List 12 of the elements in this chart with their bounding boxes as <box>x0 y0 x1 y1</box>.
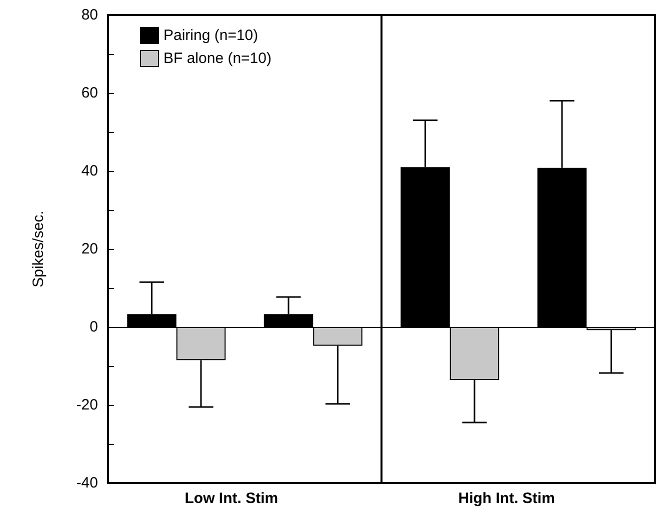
y-tick-label: 80 <box>81 6 98 24</box>
legend-label: Pairing (n=10) <box>164 27 258 44</box>
y-tick-label: -40 <box>76 474 98 492</box>
y-tick-label: -20 <box>76 396 98 414</box>
text: Low Int. Stim <box>184 490 278 507</box>
y-tick-label: 60 <box>81 84 98 102</box>
y-tick-label: 0 <box>90 318 98 336</box>
text: High Int. Stim <box>458 490 555 507</box>
y-axis-title: Spikes/sec. <box>30 210 47 288</box>
y-tick-label: 40 <box>81 162 98 180</box>
y-tick-label: 20 <box>81 240 98 258</box>
legend-label: BF alone (n=10) <box>164 50 272 67</box>
